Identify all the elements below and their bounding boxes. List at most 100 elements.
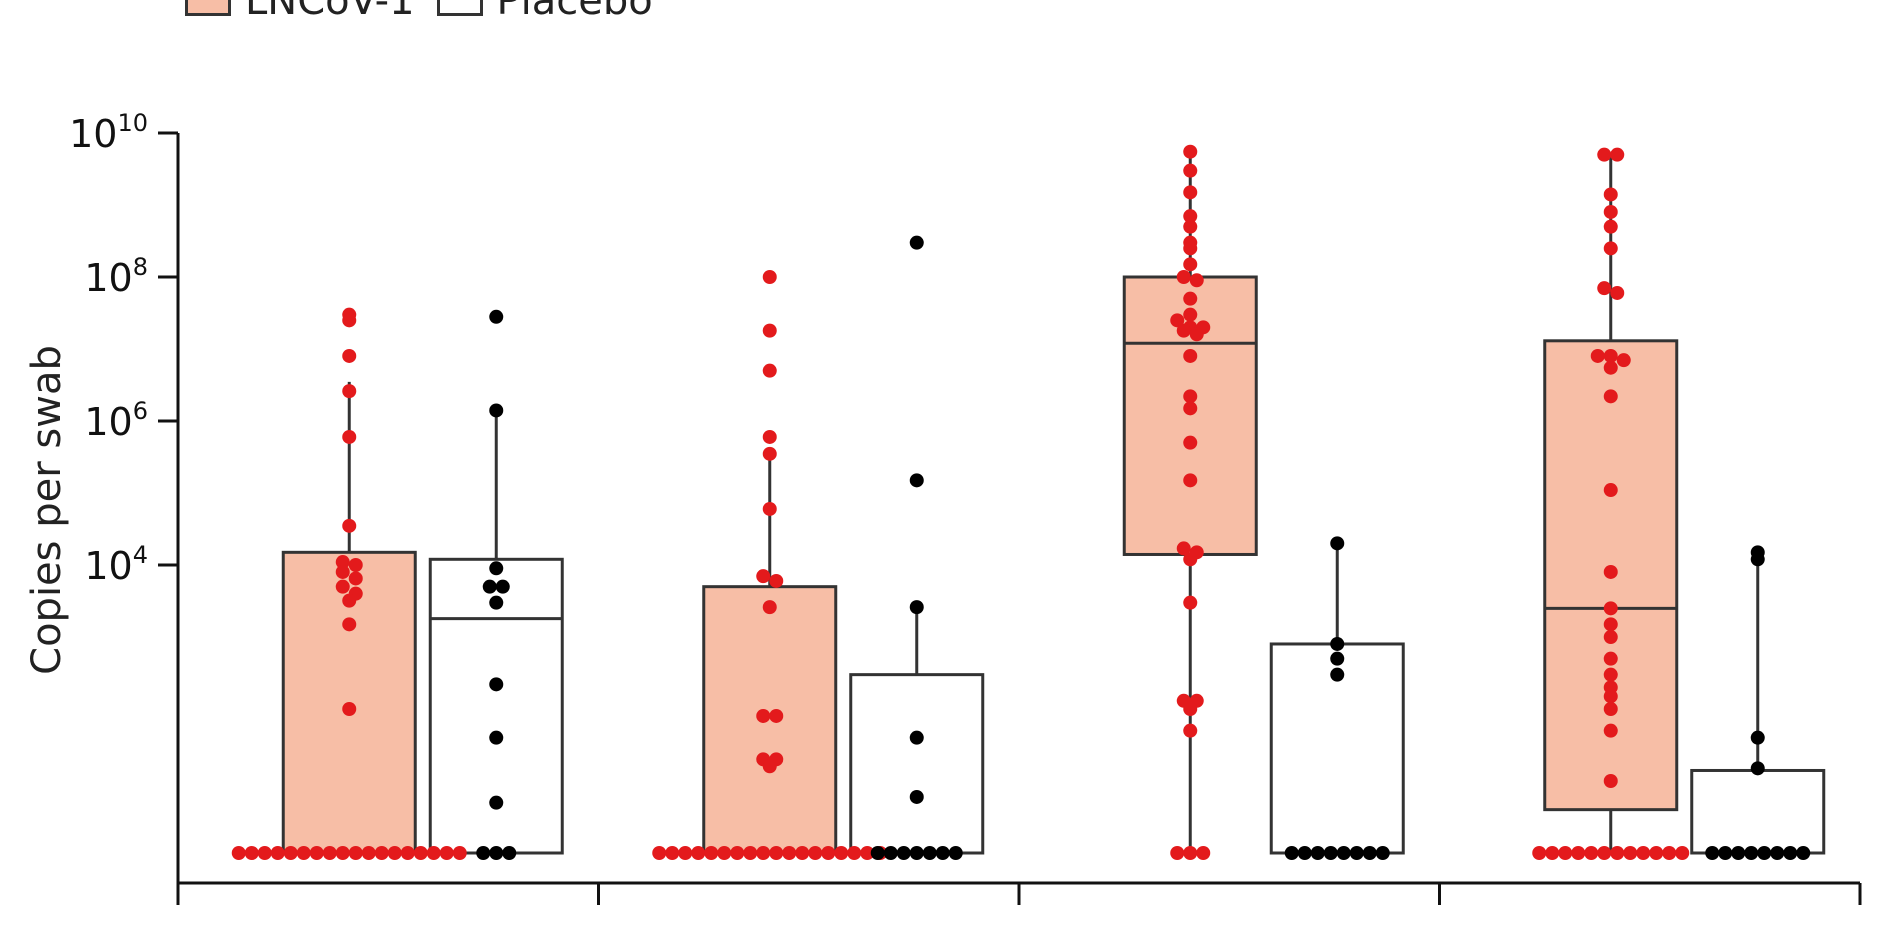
group-3-treated-point [1189,327,1204,342]
group-3-treated-point [1183,723,1198,738]
group-2-treated-point [678,846,693,860]
group-3-placebo-point [1349,846,1364,860]
group-2-placebo-point [909,789,924,804]
group-2-treated-point [762,323,777,338]
group-3-treated-point [1183,435,1198,450]
group-1-treated-point [257,846,272,860]
group-1-treated-point [426,846,441,860]
group-3-treated-point [1183,291,1198,306]
group-4-treated-point [1603,360,1618,375]
group-4-treated-point [1571,846,1586,860]
group-2-placebo-point [870,846,885,860]
group-3-placebo-point [1330,536,1345,551]
group-3-treated-point [1183,163,1198,178]
group-4-treated-point [1603,601,1618,616]
group-3-treated-point [1183,389,1198,404]
group-4-treated-point [1675,846,1690,860]
group-2-treated-point [860,846,875,860]
y-tick-base-1: 10 [84,400,132,444]
group-2-placebo-point [909,846,924,860]
group-1-treated-point [439,846,454,860]
y-tick-label-0: 104 [84,541,148,588]
group-3-treated-point [1170,313,1185,328]
group-2-treated-point [847,846,862,860]
group-2-treated-point [762,270,777,284]
group-4-treated-point [1603,667,1618,682]
group-1-treated-point [348,846,363,860]
y-tick-exp-3: 10 [117,109,148,137]
group-3-treated-point [1176,541,1191,556]
group-1-treated-point [283,846,298,860]
group-4-treated-point [1545,846,1560,860]
group-1-treated-point [342,518,357,533]
group-2-treated-point [717,846,732,860]
group-4-placebo-point [1731,846,1746,860]
group-3-placebo-point [1362,846,1377,860]
group-3-placebo-point [1310,846,1325,860]
group-3-treated-point [1183,257,1198,272]
group-4-treated-point [1603,651,1618,666]
group-4-placebo-point [1718,846,1733,860]
y-tick-label-3: 1010 [69,109,148,156]
group-1-treated-point [322,846,337,860]
group-3-treated-point [1176,323,1191,338]
group-3-treated-point [1183,846,1198,860]
group-2-treated-point [762,363,777,378]
group-2-placebo-point [909,473,924,488]
group-4-treated-point [1597,281,1612,296]
group-3-treated-point [1183,401,1198,416]
group-1-treated-point [335,564,350,579]
group-2-treated-point [691,846,706,860]
group-4-placebo-point [1744,846,1759,860]
y-tick-exp-1: 6 [133,397,148,425]
group-2-placebo-point [909,235,924,250]
group-3-treated-point [1170,846,1185,860]
group-4-treated-point [1616,353,1631,368]
group-1-treated-point [400,846,415,860]
group-1-treated-point [361,846,376,860]
group-4-treated-point [1662,846,1677,860]
group-1-placebo-point [489,309,504,324]
group-1-placebo-point [482,579,497,594]
group-3-treated-point [1183,702,1198,716]
group-3-treated-point [1183,348,1198,363]
group-2-treated-point [756,708,771,723]
group-2-placebo-point [883,846,898,860]
group-2-treated-point [808,846,823,860]
group-1-treated-point [374,846,389,860]
group-1-treated-point [342,593,357,608]
legend-label-treated: LNCoV-1 [245,0,415,24]
group-2-treated-box [702,585,838,855]
group-1-treated-point [296,846,311,860]
x-ticks [176,883,1862,905]
group-2-treated-point [762,600,777,615]
group-4-treated-point [1597,147,1612,162]
group-4-treated-point [1603,723,1618,738]
group-4-placebo-point [1750,730,1765,745]
group-3-treated-point [1183,307,1198,322]
y-tick-exp-2: 8 [133,253,148,281]
group-4-treated-point [1603,348,1618,363]
group-4-placebo-box [1690,768,1826,855]
group-1-placebo-point [489,595,504,610]
group-1-placebo-point [489,730,504,745]
group-3-placebo-point [1336,846,1351,860]
group-1-treated-point [342,384,357,399]
group-1-treated-point [231,846,246,860]
group-3-treated-point [1183,209,1198,224]
group-2-treated-point [730,846,745,860]
group-4-treated-point [1636,846,1651,860]
group-1-treated-point [413,846,428,860]
group-3-placebo-point [1330,651,1345,666]
group-1-treated-point [452,846,467,860]
group-1-treated-point [342,617,357,632]
group-4-treated-point [1532,846,1547,860]
group-3-treated-point [1176,270,1191,284]
group-2-treated-point [762,429,777,444]
group-3-placebo-point [1375,846,1390,860]
group-2-placebo-point [896,846,911,860]
group-1-treated-point [342,702,357,716]
group-4-placebo-point [1705,846,1720,860]
group-1-treated-point [335,579,350,594]
